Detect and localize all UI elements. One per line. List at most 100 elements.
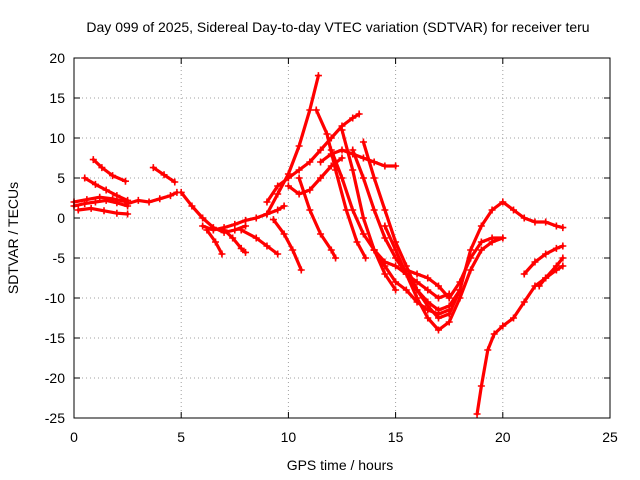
series-arc-14 <box>263 72 322 218</box>
series-line <box>222 228 248 254</box>
data-point <box>237 226 245 234</box>
series-arc-13 <box>269 216 305 274</box>
data-point <box>317 174 325 182</box>
data-point <box>83 196 91 204</box>
data-point <box>520 270 528 278</box>
series-line <box>239 228 280 256</box>
data-point <box>510 314 518 322</box>
data-point <box>477 222 485 230</box>
x-tick-label: 0 <box>70 429 78 445</box>
series-arc-29 <box>535 254 567 290</box>
data-point <box>160 171 168 179</box>
data-point <box>499 198 507 206</box>
data-point <box>542 218 550 226</box>
data-point <box>124 200 132 208</box>
series-line <box>314 108 368 260</box>
data-point <box>381 206 389 214</box>
data-point <box>445 306 453 314</box>
data-point <box>342 206 350 214</box>
y-tick-label: -15 <box>45 330 65 346</box>
series-line <box>475 264 565 416</box>
data-point <box>121 177 129 185</box>
data-point <box>381 270 389 278</box>
x-tick-label: 25 <box>602 429 618 445</box>
series-arc-3 <box>74 204 132 218</box>
data-point <box>102 186 110 194</box>
data-point <box>209 226 217 234</box>
x-tick-label: 10 <box>281 429 297 445</box>
series-arc-1 <box>70 196 132 210</box>
data-point <box>317 146 325 154</box>
data-point <box>434 310 442 318</box>
series-arc-18 <box>312 106 370 262</box>
series-arc-11 <box>220 226 250 256</box>
data-point <box>306 206 314 214</box>
data-point <box>424 306 432 314</box>
data-point <box>338 126 346 134</box>
data-point <box>96 193 104 201</box>
y-tick-label: -20 <box>45 370 65 386</box>
series-line <box>271 218 303 272</box>
data-point <box>467 266 475 274</box>
data-point <box>323 130 331 138</box>
data-point <box>424 314 432 322</box>
series-line <box>340 128 398 292</box>
data-point <box>237 244 245 252</box>
data-point <box>289 246 297 254</box>
series-arc-26 <box>402 234 507 302</box>
y-tick-label: -5 <box>53 250 66 266</box>
series-arc-28 <box>520 242 567 278</box>
data-point <box>203 226 211 234</box>
data-point <box>231 220 239 228</box>
y-tick-label: 10 <box>49 130 65 146</box>
data-point <box>89 156 97 164</box>
data-point <box>362 254 370 262</box>
x-tick-label: 20 <box>495 429 511 445</box>
series-arc-6 <box>124 188 181 208</box>
data-point <box>392 278 400 286</box>
data-point <box>338 174 346 182</box>
data-point <box>370 206 378 214</box>
data-point <box>477 246 485 254</box>
x-axis-title: GPS time / hours <box>287 457 394 473</box>
series-arc-17 <box>295 174 340 262</box>
data-point <box>295 142 303 150</box>
data-point <box>242 216 250 224</box>
series-arc-12 <box>237 226 282 258</box>
data-point <box>559 262 567 270</box>
data-point <box>467 246 475 254</box>
data-point <box>284 174 292 182</box>
data-point <box>199 214 207 222</box>
data-point <box>269 216 277 224</box>
plot-frame <box>73 57 611 419</box>
data-point <box>520 214 528 222</box>
data-point <box>424 274 432 282</box>
data-point <box>402 266 410 274</box>
data-point <box>467 254 475 262</box>
x-tick-label: 5 <box>177 429 185 445</box>
data-point <box>535 282 543 290</box>
data-point <box>355 110 363 118</box>
data-point <box>359 214 367 222</box>
data-point <box>113 192 121 200</box>
data-point <box>488 234 496 242</box>
data-point <box>229 234 237 242</box>
series-arc-25 <box>370 246 453 318</box>
data-point <box>499 322 507 330</box>
data-point <box>349 206 357 214</box>
series-line <box>91 158 128 183</box>
data-point <box>473 410 481 418</box>
data-point <box>81 174 89 182</box>
series-arc-7 <box>149 164 179 186</box>
series-arc-15 <box>263 110 363 206</box>
data-point <box>552 262 560 270</box>
data-point <box>434 294 442 302</box>
data-point <box>477 238 485 246</box>
data-point <box>413 270 421 278</box>
data-point <box>274 182 282 190</box>
series-line <box>265 73 320 216</box>
data-point <box>263 198 271 206</box>
series-arc-10 <box>203 226 226 258</box>
data-point <box>295 166 303 174</box>
data-point <box>156 195 164 203</box>
